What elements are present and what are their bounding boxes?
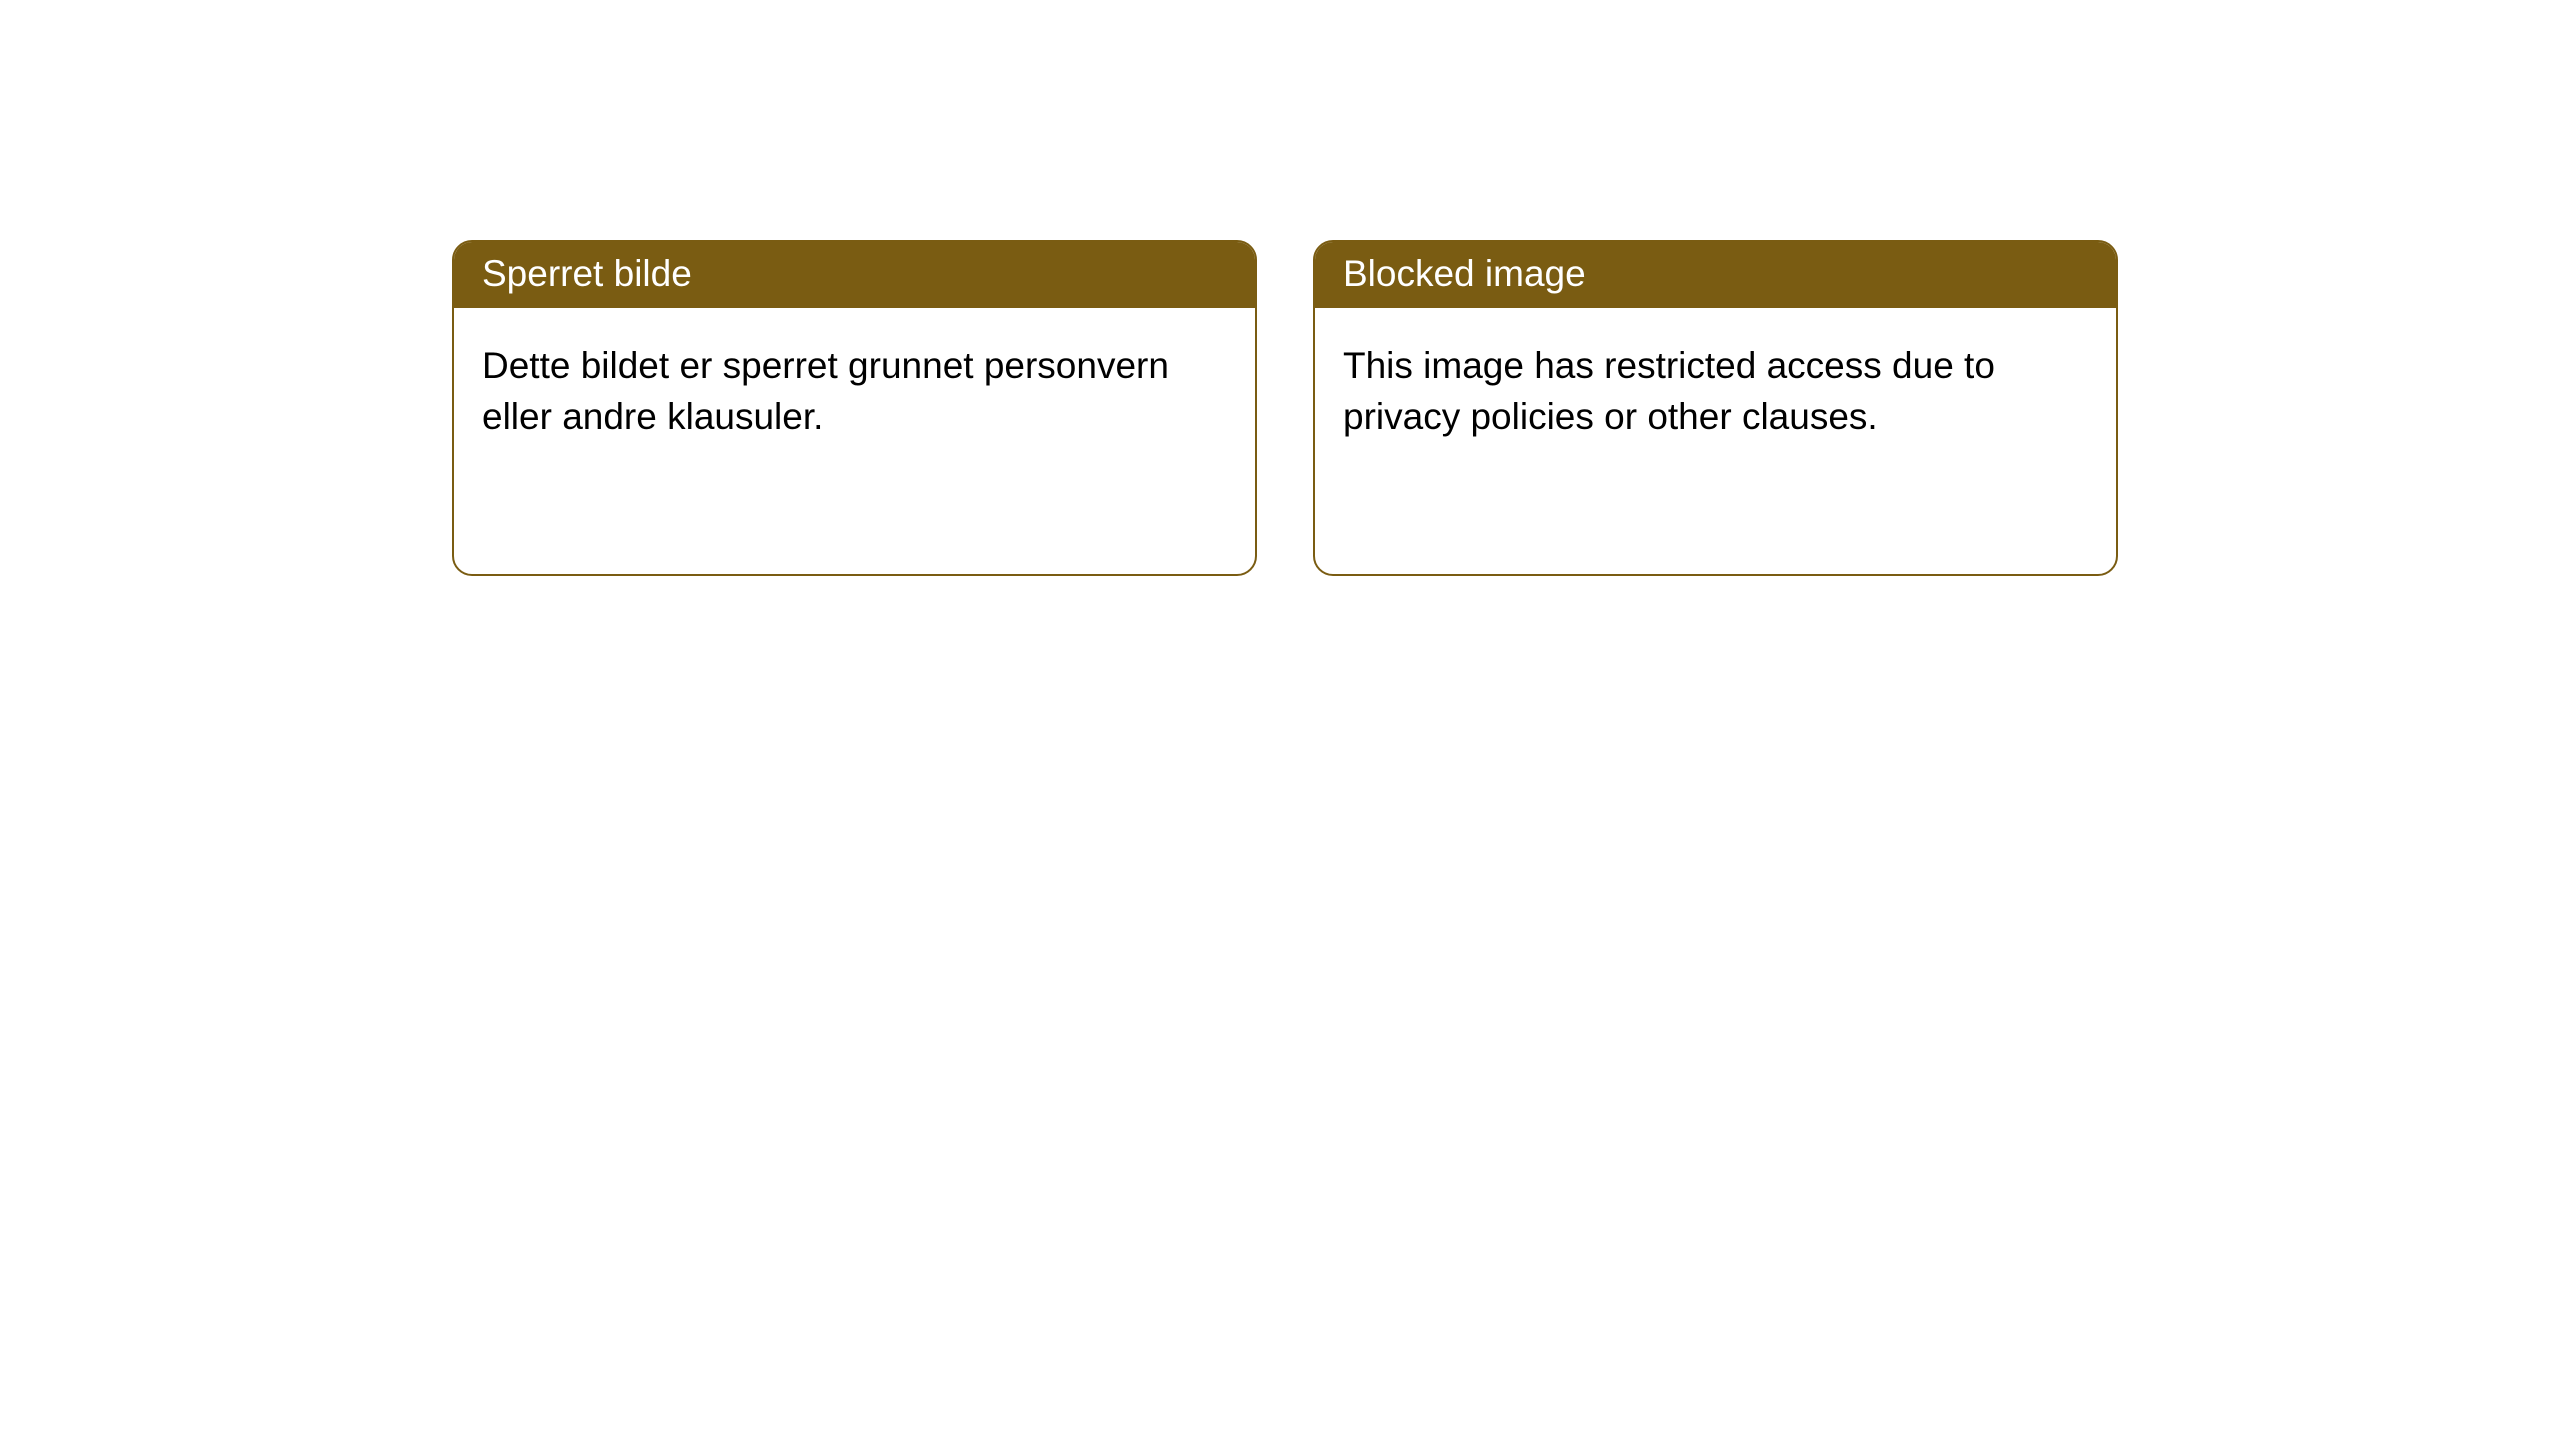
notice-card-norwegian: Sperret bilde Dette bildet er sperret gr… xyxy=(452,240,1257,576)
notice-container: Sperret bilde Dette bildet er sperret gr… xyxy=(0,0,2560,576)
notice-body-text: Dette bildet er sperret grunnet personve… xyxy=(482,345,1169,437)
notice-body-text: This image has restricted access due to … xyxy=(1343,345,1995,437)
notice-header: Sperret bilde xyxy=(454,242,1255,308)
notice-card-english: Blocked image This image has restricted … xyxy=(1313,240,2118,576)
notice-title: Sperret bilde xyxy=(482,253,692,294)
notice-body: Dette bildet er sperret grunnet personve… xyxy=(454,308,1255,474)
notice-header: Blocked image xyxy=(1315,242,2116,308)
notice-title: Blocked image xyxy=(1343,253,1586,294)
notice-body: This image has restricted access due to … xyxy=(1315,308,2116,474)
